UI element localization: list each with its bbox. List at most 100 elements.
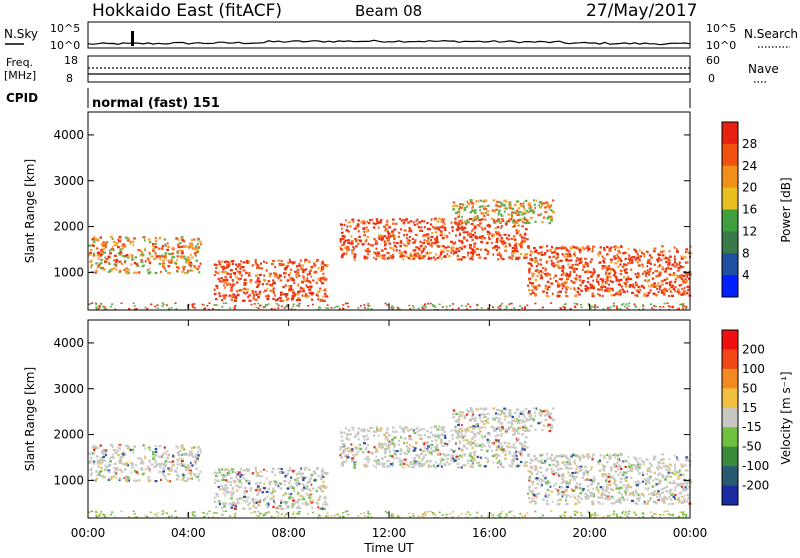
- power-point: [372, 244, 374, 246]
- velocity-point: [115, 452, 118, 454]
- power-point: [523, 206, 525, 208]
- power-point: [203, 308, 205, 310]
- velocity-point: [479, 433, 481, 435]
- cpid-label: CPID: [6, 91, 38, 105]
- velocity-point: [674, 482, 676, 484]
- velocity-point: [571, 472, 574, 474]
- velocity-point: [637, 480, 640, 482]
- power-point: [487, 233, 489, 235]
- velocity-point: [646, 502, 649, 504]
- velocity-point: [614, 480, 617, 482]
- velocity-point: [420, 449, 422, 451]
- velocity-point: [290, 493, 292, 495]
- velocity-point: [657, 490, 660, 492]
- power-point: [535, 288, 538, 290]
- power-point: [454, 218, 456, 220]
- velocity-point: [300, 475, 303, 477]
- velocity-point: [537, 422, 540, 424]
- power-point: [290, 277, 292, 279]
- velocity-point: [93, 453, 95, 455]
- power-point: [362, 220, 365, 222]
- power-point: [573, 268, 576, 270]
- power-point: [230, 276, 232, 278]
- power-point: [542, 307, 544, 309]
- velocity-point: [343, 444, 345, 446]
- velocity-point: [226, 479, 228, 481]
- date-label: 27/May/2017: [586, 1, 698, 21]
- power-point: [585, 285, 588, 287]
- velocity-point: [534, 415, 536, 417]
- power-point: [311, 286, 313, 288]
- power-point: [342, 304, 344, 306]
- velocity-point: [139, 457, 141, 459]
- power-point: [305, 293, 308, 295]
- velocity-point: [605, 497, 607, 499]
- power-point: [424, 226, 426, 228]
- power-point: [151, 255, 154, 257]
- power-point: [444, 256, 447, 258]
- velocity-point: [134, 470, 136, 472]
- power-point: [248, 272, 250, 274]
- power-point: [381, 249, 384, 251]
- power-point: [193, 265, 196, 267]
- power-point: [133, 244, 135, 246]
- power-point: [382, 255, 384, 257]
- colorbar-tick-label: 28: [742, 137, 757, 151]
- power-point: [574, 281, 576, 283]
- power-point: [254, 303, 256, 305]
- power-point: [399, 245, 402, 247]
- power-point: [661, 266, 664, 268]
- power-point: [676, 248, 678, 250]
- velocity-point: [155, 448, 158, 450]
- power-point: [266, 283, 269, 285]
- power-point: [392, 219, 395, 221]
- velocity-point: [415, 454, 418, 456]
- velocity-point: [181, 479, 184, 481]
- power-point: [574, 303, 576, 305]
- power-point: [657, 291, 659, 293]
- velocity-point: [128, 445, 130, 447]
- power-point: [635, 282, 637, 284]
- velocity-point: [305, 467, 307, 469]
- velocity-point: [346, 461, 348, 463]
- velocity-point: [661, 453, 664, 455]
- velocity-point: [107, 464, 110, 466]
- power-point: [542, 202, 545, 204]
- power-point: [167, 265, 170, 267]
- velocity-point: [546, 458, 548, 460]
- power-point: [527, 285, 529, 287]
- velocity-point: [534, 412, 536, 414]
- power-point: [514, 239, 516, 241]
- velocity-point: [466, 427, 468, 429]
- power-point: [659, 272, 662, 274]
- velocity-point: [384, 449, 386, 451]
- nave-label: Nave: [748, 62, 779, 76]
- velocity-point: [511, 425, 513, 427]
- power-point: [524, 306, 526, 308]
- velocity-point: [483, 423, 486, 425]
- noise-spike: [131, 31, 134, 46]
- velocity-point: [244, 490, 246, 492]
- power-point: [471, 239, 473, 241]
- power-point: [263, 279, 266, 281]
- power-point: [642, 304, 644, 306]
- velocity-point: [670, 494, 673, 496]
- velocity-point: [317, 486, 320, 488]
- velocity-point: [532, 497, 534, 499]
- power-point: [98, 305, 100, 307]
- velocity-point: [458, 458, 461, 460]
- power-point: [535, 279, 538, 281]
- power-point: [384, 244, 386, 246]
- velocity-point: [292, 487, 295, 489]
- velocity-point: [122, 463, 124, 465]
- velocity-point: [557, 503, 560, 505]
- power-point: [660, 251, 663, 253]
- velocity-point: [573, 476, 576, 478]
- velocity-point: [340, 454, 342, 456]
- power-point: [170, 259, 172, 261]
- velocity-point: [482, 421, 484, 423]
- y-tick-label: 3000: [53, 174, 84, 188]
- velocity-point: [552, 501, 554, 503]
- power-point: [599, 294, 601, 296]
- power-point: [631, 292, 634, 294]
